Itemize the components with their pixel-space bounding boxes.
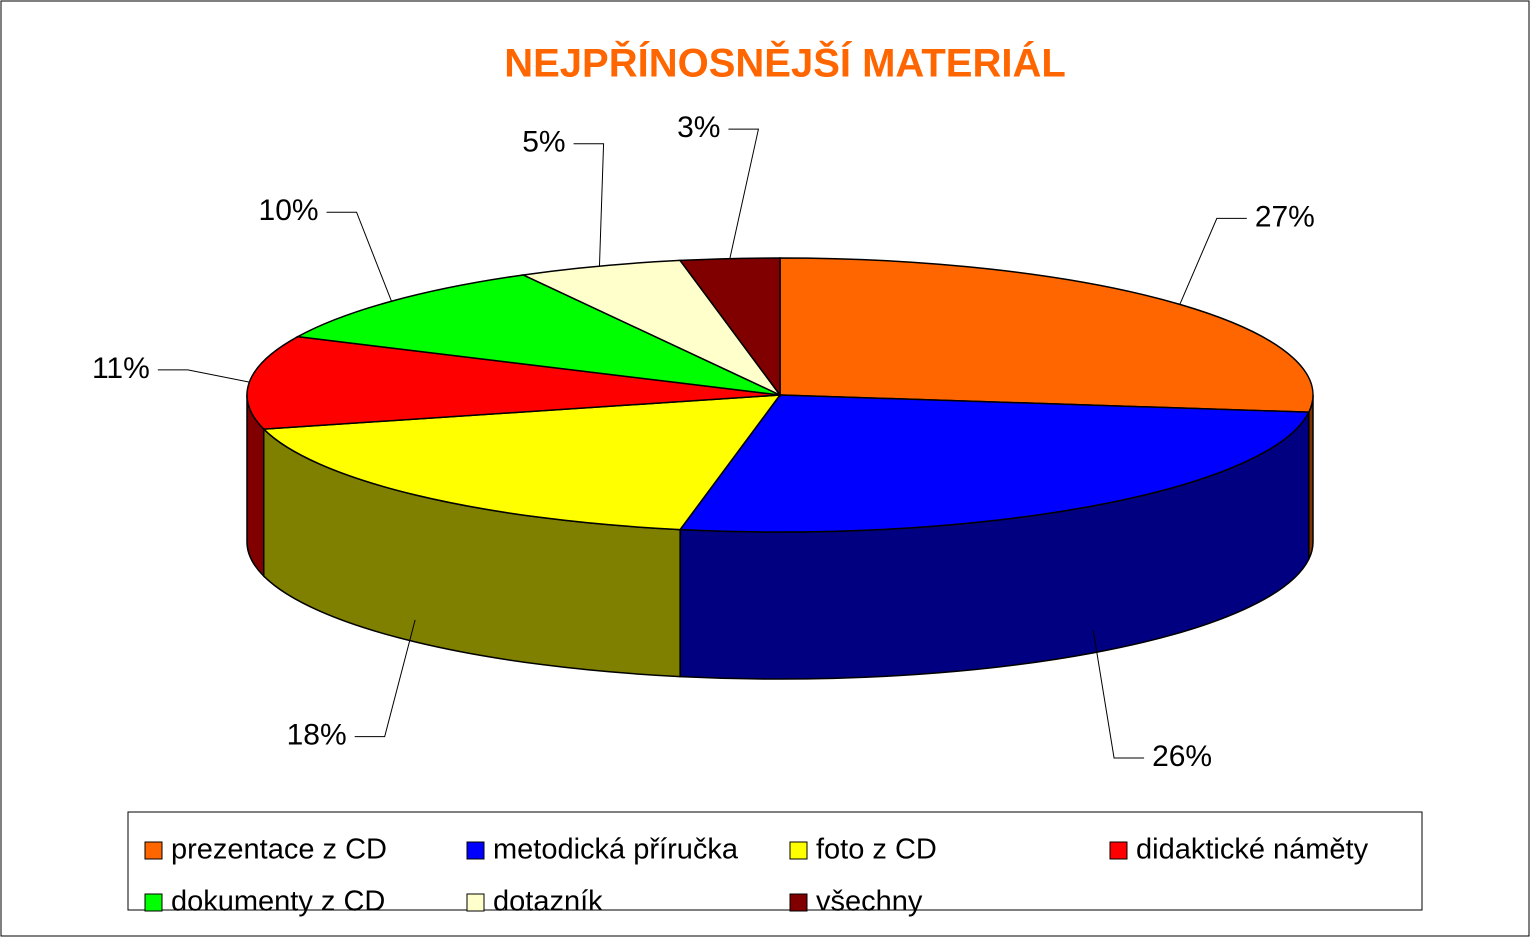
legend-label: metodická příručka — [493, 834, 739, 866]
legend-label: všechny — [816, 886, 923, 918]
leader-line — [326, 211, 392, 302]
leader-line — [1179, 217, 1247, 305]
legend-label: dokumenty z CD — [171, 886, 385, 918]
legend-swatch — [466, 841, 485, 860]
data-label: 5% — [522, 126, 565, 159]
leader-line — [157, 369, 250, 383]
leader-line — [728, 128, 760, 259]
data-label: 27% — [1255, 200, 1315, 233]
data-label: 18% — [287, 719, 347, 752]
data-label: 26% — [1152, 740, 1212, 773]
leader-line — [573, 143, 605, 267]
legend-label: dotazník — [493, 886, 603, 918]
legend-swatch — [789, 841, 808, 860]
slice — [779, 257, 1314, 413]
legend-label: foto z CD — [816, 834, 937, 866]
legend-swatch — [1109, 841, 1128, 860]
legend-swatch — [789, 893, 808, 912]
legend-swatch — [466, 893, 485, 912]
legend-label: didaktické náměty — [1136, 834, 1369, 866]
legend-swatch — [144, 893, 163, 912]
legend-label: prezentace z CD — [171, 834, 387, 866]
leader-line — [354, 619, 416, 738]
data-label: 11% — [92, 352, 150, 385]
slice — [262, 394, 782, 531]
leader-line — [1092, 630, 1145, 759]
legend-swatch — [144, 841, 163, 860]
data-label: 10% — [259, 194, 319, 227]
slice — [678, 394, 1310, 533]
chart-title: NEJPŘÍNOSNĚJŠÍ MATERIÁL — [504, 40, 1066, 86]
legend-box — [127, 811, 1423, 911]
slice — [520, 259, 781, 396]
slice — [678, 257, 781, 398]
data-label: 3% — [677, 111, 720, 144]
